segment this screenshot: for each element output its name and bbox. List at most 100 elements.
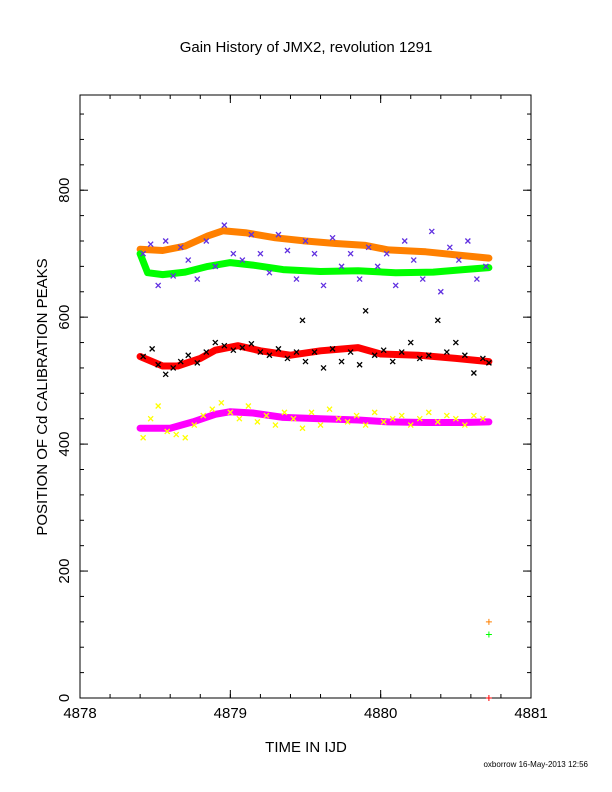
data-point [365,244,372,251]
data-point [164,428,171,435]
data-point [461,422,468,429]
series-7 [485,618,492,625]
data-point [230,250,237,257]
data-point [335,415,342,422]
data-point [317,422,324,429]
data-point [272,422,279,429]
y-tick-label: 200 [56,559,73,584]
data-point [162,238,169,244]
data-point [416,415,423,422]
data-point [425,352,432,359]
data-point [275,345,282,352]
y-axis-label: POSITION OF Cd CALIBRATION PEAKS [34,258,51,535]
data-point [236,415,243,422]
data-point [320,364,327,371]
data-point [257,250,264,257]
series-line [136,227,493,262]
series-0 [136,227,493,262]
data-point [212,263,219,270]
data-point [147,241,154,248]
data-point [266,269,273,276]
data-point [290,415,297,422]
data-point [434,317,441,324]
data-point [398,349,405,356]
data-point [155,403,162,409]
data-point [353,412,360,419]
data-point [356,361,363,368]
data-point [356,276,363,283]
data-point [425,409,432,416]
data-point [170,272,177,279]
data-point [185,257,192,263]
data-point [170,364,177,371]
data-point [419,276,426,283]
data-point [212,339,219,346]
data-point [263,412,270,419]
data-point [407,339,414,346]
data-point [194,276,201,283]
data-point [185,352,192,359]
data-point [227,409,234,416]
data-point [245,403,252,409]
data-point [455,257,462,263]
data-point [311,250,318,257]
data-point [326,406,333,413]
data-point [380,418,387,425]
data-point [347,250,354,257]
data-point [191,422,198,429]
data-point [284,247,291,254]
data-point [221,342,228,349]
data-point [281,409,288,416]
y-tick-label: 0 [56,694,73,702]
data-point [177,358,184,365]
data-point [452,415,459,422]
data-point [410,257,417,263]
data-point [320,282,327,289]
axis-ticks [79,95,532,699]
y-tick-label: 600 [56,305,73,330]
data-point [284,355,291,362]
data-point [329,345,336,352]
data-point [182,434,189,441]
data-point [299,425,306,432]
data-point [371,409,378,416]
series-1 [136,250,493,279]
series-line [136,408,493,432]
x-tick-label: 4879 [214,705,247,722]
data-point [407,422,414,429]
data-point [479,355,486,362]
data-point [140,250,147,257]
data-point [443,349,450,356]
x-tick-label: 4880 [364,705,397,722]
data-point [380,347,387,354]
data-point [257,349,264,356]
data-point [200,412,207,419]
series-3 [136,408,493,432]
data-point [311,349,318,356]
data-point [389,358,396,365]
data-point [221,222,228,229]
data-point [149,345,156,352]
data-point [479,415,486,422]
data-point [155,282,162,289]
data-point [437,288,444,295]
data-point [389,415,396,422]
data-point [293,349,300,356]
y-tick-label: 800 [56,178,73,203]
series-6 [140,222,489,295]
x-tick-label: 4878 [63,705,96,722]
data-point [485,618,492,625]
data-point [485,631,492,638]
data-point [434,418,441,425]
series-line [136,342,493,370]
data-point [461,352,468,359]
x-axis-label: TIME IN IJD [265,739,347,756]
data-point [371,352,378,359]
data-point [446,244,453,251]
chart-title: Gain History of JMX2, revolution 1291 [180,39,433,56]
data-point [482,263,489,270]
plot-frame [79,94,532,699]
data-point [443,412,450,419]
data-point [203,349,210,356]
